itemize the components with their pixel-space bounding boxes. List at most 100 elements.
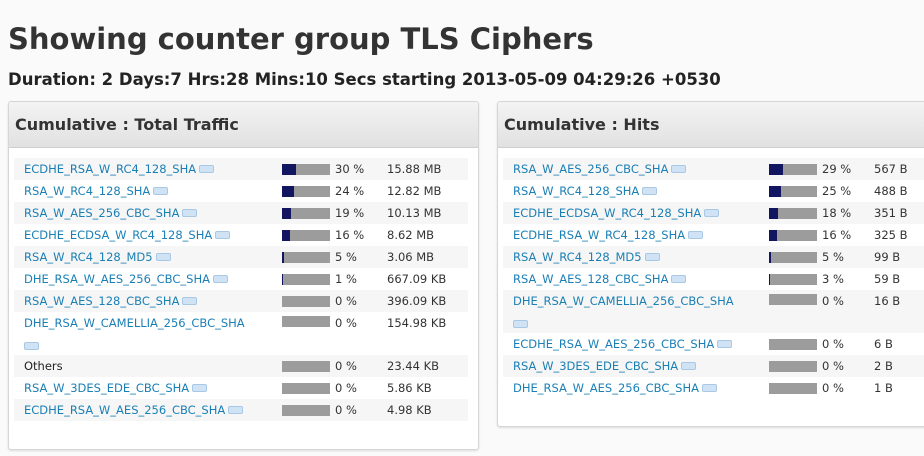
cipher-name-cell: RSA_W_RC4_128_SHA bbox=[503, 180, 769, 202]
table-row: DHE_RSA_W_AES_256_CBC_SHA 1 % 667.09 KB bbox=[14, 268, 468, 290]
drilldown-icon[interactable] bbox=[642, 186, 658, 195]
amount-value: 12.82 MB bbox=[387, 184, 442, 198]
share-bar-cell bbox=[769, 224, 822, 246]
drilldown-icon[interactable] bbox=[192, 383, 208, 392]
drilldown-icon[interactable] bbox=[681, 361, 697, 370]
cipher-name-cell: ECDHE_RSA_W_RC4_128_SHA bbox=[14, 158, 282, 180]
share-bar-fill bbox=[282, 207, 292, 219]
cipher-link[interactable]: RSA_W_AES_128_CBC_SHA bbox=[24, 294, 180, 308]
share-bar bbox=[769, 360, 817, 372]
duration-subtitle: Duration: 2 Days:7 Hrs:28 Mins:10 Secs s… bbox=[8, 70, 721, 89]
table-row: ECDHE_RSA_W_AES_256_CBC_SHA 0 % 4.98 KB bbox=[14, 399, 468, 421]
share-bar-cell bbox=[769, 246, 822, 268]
cipher-link[interactable]: DHE_RSA_W_CAMELLIA_256_CBC_SHA bbox=[513, 294, 734, 308]
cipher-link[interactable]: ECDHE_ECDSA_W_RC4_128_SHA bbox=[513, 206, 702, 220]
drilldown-icon[interactable] bbox=[228, 405, 244, 414]
cipher-link[interactable]: DHE_RSA_W_CAMELLIA_256_CBC_SHA bbox=[24, 316, 245, 330]
cipher-link[interactable]: RSA_W_RC4_128_MD5 bbox=[24, 250, 153, 264]
table-row: RSA_W_AES_256_CBC_SHA 29 % 567 B bbox=[503, 158, 924, 180]
cipher-name-cell: DHE_RSA_W_CAMELLIA_256_CBC_SHA bbox=[14, 312, 282, 355]
table-row: ECDHE_RSA_W_RC4_128_SHA 30 % 15.88 MB bbox=[14, 158, 468, 180]
share-bar-cell bbox=[282, 312, 335, 355]
share-bar bbox=[282, 207, 330, 219]
cipher-link[interactable]: ECDHE_RSA_W_AES_256_CBC_SHA bbox=[513, 337, 715, 351]
drilldown-icon[interactable] bbox=[671, 274, 687, 283]
share-bar bbox=[769, 185, 817, 197]
table-row: RSA_W_3DES_EDE_CBC_SHA 0 % 2 B bbox=[503, 355, 924, 377]
share-bar-cell bbox=[282, 355, 335, 377]
table-row: RSA_W_RC4_128_SHA 25 % 488 B bbox=[503, 180, 924, 202]
drilldown-icon[interactable] bbox=[671, 164, 687, 173]
share-bar bbox=[769, 163, 817, 175]
amount-value: 351 B bbox=[874, 202, 924, 224]
table-row: RSA_W_AES_128_CBC_SHA 3 % 59 B bbox=[503, 268, 924, 290]
table-row: RSA_W_AES_128_CBC_SHA 0 % 396.09 KB bbox=[14, 290, 468, 312]
total-traffic-panel: Cumulative : Total Traffic ECDHE_RSA_W_R… bbox=[8, 101, 479, 450]
cipher-link[interactable]: ECDHE_RSA_W_RC4_128_SHA bbox=[513, 228, 686, 242]
share-bar-fill bbox=[769, 163, 783, 175]
share-bar bbox=[282, 316, 330, 327]
percent-value: 5 % bbox=[335, 246, 387, 268]
share-bar-cell bbox=[282, 290, 335, 312]
drilldown-icon[interactable] bbox=[215, 230, 231, 239]
share-bar-fill bbox=[769, 273, 771, 285]
cipher-name-cell: ECDHE_ECDSA_W_RC4_128_SHA bbox=[503, 202, 769, 224]
cipher-link[interactable]: RSA_W_AES_256_CBC_SHA bbox=[513, 162, 669, 176]
share-bar bbox=[282, 229, 330, 241]
amount-value: 6 B bbox=[874, 337, 893, 351]
cipher-link[interactable]: ECDHE_RSA_W_AES_256_CBC_SHA bbox=[24, 403, 226, 417]
cipher-link[interactable]: RSA_W_RC4_128_MD5 bbox=[513, 250, 642, 264]
share-bar-cell bbox=[282, 246, 335, 268]
drilldown-icon[interactable] bbox=[704, 208, 720, 217]
cipher-link[interactable]: RSA_W_3DES_EDE_CBC_SHA bbox=[513, 359, 679, 373]
drilldown-icon[interactable] bbox=[513, 320, 528, 328]
cipher-name-cell: RSA_W_AES_128_CBC_SHA bbox=[14, 290, 282, 312]
cipher-link[interactable]: DHE_RSA_W_AES_256_CBC_SHA bbox=[24, 272, 210, 286]
hits-table: RSA_W_AES_256_CBC_SHA 29 % 567 B RSA_W_RC4_… bbox=[503, 158, 924, 399]
drilldown-icon[interactable] bbox=[212, 274, 228, 283]
cipher-link[interactable]: RSA_W_AES_128_CBC_SHA bbox=[513, 272, 669, 286]
total-traffic-table: ECDHE_RSA_W_RC4_128_SHA 30 % 15.88 MB RSA_W… bbox=[14, 158, 468, 421]
share-bar bbox=[282, 273, 330, 285]
share-bar bbox=[769, 382, 817, 394]
percent-value: 16 % bbox=[822, 228, 852, 242]
percent-value: 0 % bbox=[335, 381, 357, 395]
share-bar-cell bbox=[769, 333, 822, 355]
drilldown-icon[interactable] bbox=[182, 296, 198, 305]
table-row: DHE_RSA_W_CAMELLIA_256_CBC_SHA 0 % 154.98 … bbox=[14, 312, 468, 355]
percent-value: 25 % bbox=[822, 184, 852, 198]
drilldown-icon[interactable] bbox=[155, 252, 171, 261]
share-bar-cell bbox=[769, 180, 822, 202]
drilldown-icon[interactable] bbox=[24, 342, 39, 350]
drilldown-icon[interactable] bbox=[644, 252, 660, 261]
percent-value: 18 % bbox=[822, 202, 874, 224]
drilldown-icon[interactable] bbox=[153, 186, 169, 195]
cipher-link[interactable]: ECDHE_ECDSA_W_RC4_128_SHA bbox=[24, 228, 213, 242]
share-bar-fill bbox=[282, 185, 294, 197]
drilldown-icon[interactable] bbox=[182, 208, 198, 217]
drilldown-icon[interactable] bbox=[199, 164, 215, 173]
cipher-name-cell: RSA_W_AES_256_CBC_SHA bbox=[503, 158, 769, 180]
cipher-link[interactable]: RSA_W_3DES_EDE_CBC_SHA bbox=[24, 381, 190, 395]
cipher-link[interactable]: DHE_RSA_W_AES_256_CBC_SHA bbox=[513, 381, 699, 395]
cipher-link[interactable]: RSA_W_AES_256_CBC_SHA bbox=[24, 206, 180, 220]
cipher-link[interactable]: ECDHE_RSA_W_RC4_128_SHA bbox=[24, 162, 197, 176]
cipher-name-cell: RSA_W_AES_256_CBC_SHA bbox=[14, 202, 282, 224]
percent-value: 29 % bbox=[822, 158, 874, 180]
drilldown-icon[interactable] bbox=[701, 383, 717, 392]
share-bar-fill bbox=[282, 163, 297, 175]
percent-value: 5 % bbox=[822, 246, 874, 268]
cipher-name-cell: RSA_W_AES_128_CBC_SHA bbox=[503, 268, 769, 290]
cipher-name-cell: RSA_W_3DES_EDE_CBC_SHA bbox=[503, 355, 769, 377]
cipher-link[interactable]: RSA_W_RC4_128_SHA bbox=[24, 184, 151, 198]
table-row: RSA_W_RC4_128_MD5 5 % 3.06 MB bbox=[14, 246, 468, 268]
percent-value: 0 % bbox=[822, 290, 874, 333]
drilldown-icon[interactable] bbox=[717, 339, 733, 348]
cipher-name-cell: ECDHE_RSA_W_AES_256_CBC_SHA bbox=[503, 333, 769, 355]
amount-value: 16 B bbox=[874, 290, 924, 333]
drilldown-icon[interactable] bbox=[688, 230, 704, 239]
share-bar bbox=[282, 404, 330, 416]
cipher-link[interactable]: RSA_W_RC4_128_SHA bbox=[513, 184, 640, 198]
share-bar bbox=[282, 360, 330, 372]
cipher-name-cell: ECDHE_RSA_W_AES_256_CBC_SHA bbox=[14, 399, 282, 421]
